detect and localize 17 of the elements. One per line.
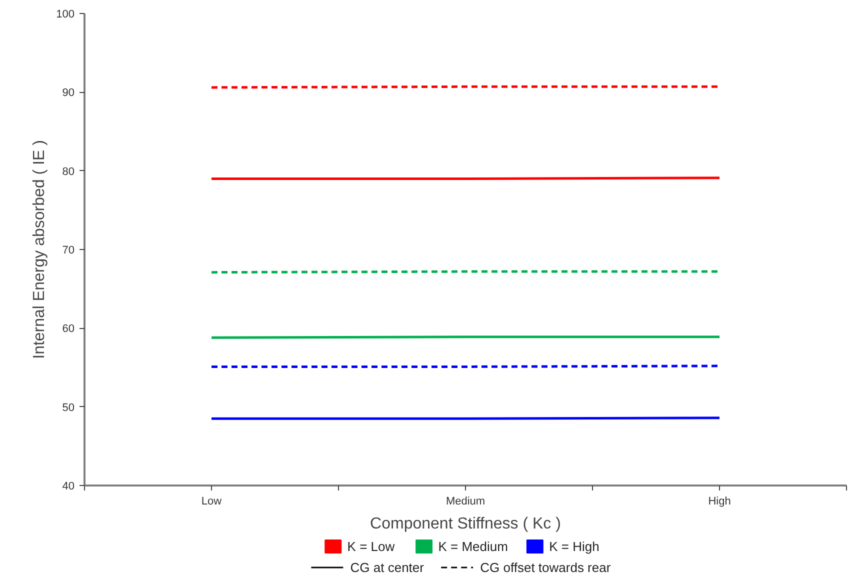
- y-tick-label: 90: [62, 87, 75, 100]
- y-tick-label: 100: [56, 8, 75, 20]
- y-tick-label: 80: [62, 166, 75, 178]
- x-tick-label: Low: [201, 496, 222, 508]
- x-axis-title: Component Stiffness ( Kc ): [370, 516, 561, 532]
- y-tick-label: 50: [62, 402, 75, 414]
- legend-label: K = Medium: [438, 539, 508, 554]
- text: CG at center: [350, 560, 425, 575]
- x-tick-label: High: [708, 496, 731, 508]
- y-tick-label: 40: [62, 480, 75, 492]
- y-tick-label: 70: [62, 244, 75, 256]
- y-axis-title: Internal Energy absorbed ( IE ): [31, 140, 48, 359]
- text: CG offset towards rear: [480, 560, 612, 575]
- x-tick-label: Medium: [446, 496, 486, 508]
- legend-label: K = High: [549, 539, 600, 554]
- legend-label: K = Low: [347, 539, 396, 554]
- y-tick-label: 60: [62, 323, 75, 336]
